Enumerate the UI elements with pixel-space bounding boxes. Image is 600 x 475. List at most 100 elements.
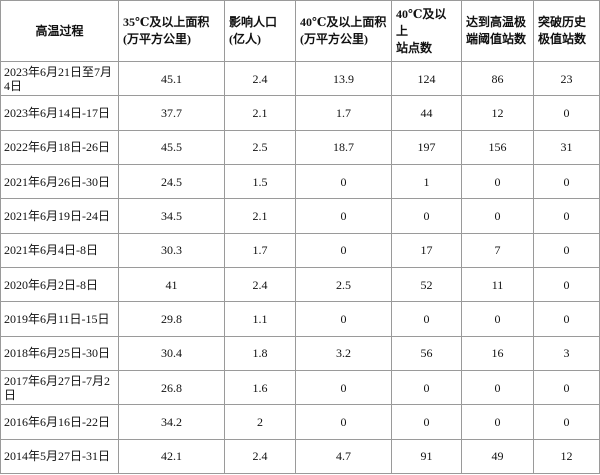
table-cell: 24.5 [118, 163, 225, 200]
table-cell: 0 [295, 369, 392, 406]
table-row: 2018年6月25日-30日 30.4 1.8 3.2 56 16 3 [0, 335, 600, 371]
table-cell: 156 [461, 129, 534, 165]
header-row: 高温过程 35℃及以上面积 (万平方公里) 影响人口 (亿人) 40℃及以上面积 (万平方公… [0, 0, 600, 62]
table-cell: 13.9 [295, 60, 392, 97]
header-text: 40℃及以上 [396, 6, 447, 38]
table-cell: 16 [461, 335, 534, 371]
table-cell: 0 [391, 301, 462, 337]
table-body: 2023年6月21日至7月4日 45.1 2.4 13.9 124 86 23 2023年6月… [0, 60, 600, 475]
table-cell: 29.8 [118, 301, 225, 337]
table-cell: 0 [295, 232, 392, 268]
header-text: 达到高温极 [466, 15, 527, 29]
table-cell: 2021年6月26日-30日 [0, 163, 119, 200]
table-cell: 23 [533, 60, 600, 97]
table-cell: 42.1 [118, 438, 225, 475]
table-cell: 0 [295, 301, 392, 337]
header-text: 40℃及以上面积 [300, 15, 387, 29]
header-text: (万平方公里) [300, 32, 368, 46]
table-cell: 0 [533, 266, 600, 303]
table-cell: 2 [224, 404, 296, 440]
table-cell: 31 [533, 129, 600, 165]
table-cell: 2016年6月16日-22日 [0, 404, 119, 440]
table-cell: 0 [533, 95, 600, 131]
header-cell: 达到高温极 端阈值站数 [461, 0, 534, 62]
table-cell: 0 [461, 198, 534, 234]
table-cell: 34.2 [118, 404, 225, 440]
table-header: 高温过程 35℃及以上面积 (万平方公里) 影响人口 (亿人) 40℃及以上面积 (万平方公… [0, 0, 600, 62]
table-cell: 2021年6月4日-8日 [0, 232, 119, 268]
table-cell: 124 [391, 60, 462, 97]
table-cell: 3.2 [295, 335, 392, 371]
table-row: 2023年6月14日-17日 37.7 2.1 1.7 44 12 0 [0, 95, 600, 131]
table-cell: 2.1 [224, 198, 296, 234]
table-cell: 0 [533, 404, 600, 440]
table-cell: 1.6 [224, 369, 296, 406]
table-row: 2023年6月21日至7月4日 45.1 2.4 13.9 124 86 23 [0, 60, 600, 97]
table-row: 2020年6月2日-8日 41 2.4 2.5 52 11 0 [0, 266, 600, 303]
header-text: 极值站数 [538, 32, 587, 46]
table-row: 2017年6月27日-7月2日 26.8 1.6 0 0 0 0 [0, 369, 600, 406]
table-cell: 91 [391, 438, 462, 475]
header-text: 影响人口 [229, 15, 278, 29]
table-cell: 37.7 [118, 95, 225, 131]
header-cell: 35℃及以上面积 (万平方公里) [118, 0, 225, 62]
table-cell: 2.1 [224, 95, 296, 131]
table-cell: 0 [461, 163, 534, 200]
table-cell: 44 [391, 95, 462, 131]
table-cell: 4.7 [295, 438, 392, 475]
header-text: 35℃及以上面积 [123, 15, 210, 29]
table-cell: 56 [391, 335, 462, 371]
table-cell: 0 [461, 404, 534, 440]
table-cell: 0 [533, 232, 600, 268]
table-row: 2021年6月26日-30日 24.5 1.5 0 1 0 0 [0, 163, 600, 200]
table-cell: 0 [533, 163, 600, 200]
table-cell: 45.5 [118, 129, 225, 165]
table-cell: 17 [391, 232, 462, 268]
header-text: 站点数 [396, 40, 433, 55]
table-cell: 1 [391, 163, 462, 200]
table-cell: 2023年6月14日-17日 [0, 95, 119, 131]
header-cell: 40℃及以上站点数 [391, 0, 462, 62]
table-row: 2021年6月19日-24日 34.5 2.1 0 0 0 0 [0, 198, 600, 234]
header-cell: 突破历史 极值站数 [533, 0, 600, 62]
table-row: 2022年6月18日-26日 45.5 2.5 18.7 197 156 31 [0, 129, 600, 165]
table-cell: 49 [461, 438, 534, 475]
table-cell: 1.7 [224, 232, 296, 268]
table-row: 2016年6月16日-22日 34.2 2 0 0 0 0 [0, 404, 600, 440]
table-row: 2021年6月4日-8日 30.3 1.7 0 17 7 0 [0, 232, 600, 268]
table-cell: 0 [295, 163, 392, 200]
table-cell: 7 [461, 232, 534, 268]
table-cell: 2021年6月19日-24日 [0, 198, 119, 234]
table-cell: 2020年6月2日-8日 [0, 266, 119, 303]
table-cell: 0 [295, 404, 392, 440]
table-cell: 0 [533, 198, 600, 234]
table-cell: 2019年6月11日-15日 [0, 301, 119, 337]
table-cell: 2.4 [224, 438, 296, 475]
table-cell: 2.4 [224, 60, 296, 97]
table-cell: 2.5 [295, 266, 392, 303]
table-cell: 197 [391, 129, 462, 165]
table-cell: 2023年6月21日至7月4日 [0, 60, 119, 97]
header-cell: 影响人口 (亿人) [224, 0, 296, 62]
table-cell: 18.7 [295, 129, 392, 165]
table-cell: 0 [295, 198, 392, 234]
table-cell: 2.4 [224, 266, 296, 303]
table-cell: 12 [461, 95, 534, 131]
table-cell: 2017年6月27日-7月2日 [0, 369, 119, 406]
header-cell: 高温过程 [0, 0, 119, 62]
table-cell: 34.5 [118, 198, 225, 234]
table-cell: 1.1 [224, 301, 296, 337]
header-text: (万平方公里) [123, 32, 191, 46]
table-cell: 2014年5月27日-31日 [0, 438, 119, 475]
table-cell: 26.8 [118, 369, 225, 406]
table-cell: 2018年6月25日-30日 [0, 335, 119, 371]
table-cell: 0 [533, 301, 600, 337]
table-cell: 0 [391, 198, 462, 234]
table-cell: 1.8 [224, 335, 296, 371]
table-cell: 3 [533, 335, 600, 371]
table-cell: 11 [461, 266, 534, 303]
header-text: (亿人) [229, 32, 261, 46]
table-row: 2019年6月11日-15日 29.8 1.1 0 0 0 0 [0, 301, 600, 337]
